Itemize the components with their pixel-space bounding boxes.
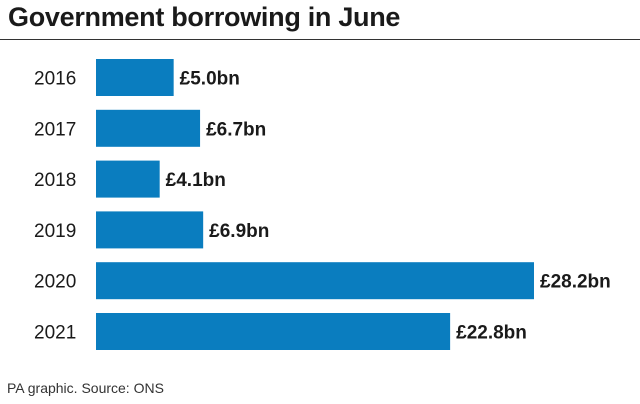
category-label-2021: 2021	[34, 323, 76, 344]
bar-2021	[96, 313, 451, 350]
bar-chart: 2016 £5.0bn 2017 £6.7bn 2018 £4.1bn 2019 £6.9bn…	[34, 59, 611, 350]
value-label-2017: £6.7bn	[206, 119, 266, 140]
bar-2018	[96, 160, 160, 198]
title-divider	[0, 39, 640, 40]
value-label-2021: £22.8bn	[456, 323, 527, 344]
source-note: PA graphic. Source: ONS	[7, 380, 164, 396]
bars-layer: 2016 £5.0bn 2017 £6.7bn 2018 £4.1bn 2019 £6.9bn…	[34, 59, 611, 350]
value-label-2018: £4.1bn	[166, 170, 226, 191]
bar-2017	[96, 109, 201, 147]
bar-2016	[96, 59, 174, 96]
value-label-2020: £28.2bn	[540, 272, 611, 293]
value-label-2016: £5.0bn	[180, 69, 240, 90]
category-label-2016: 2016	[34, 69, 76, 90]
category-label-2018: 2018	[34, 170, 76, 191]
value-label-2019: £6.9bn	[209, 221, 269, 242]
category-label-2020: 2020	[34, 272, 76, 293]
bar-2019	[96, 211, 204, 249]
bar-2020	[96, 262, 534, 300]
category-label-2019: 2019	[34, 221, 76, 242]
chart-title: Government borrowing in June	[8, 2, 401, 32]
category-label-2017: 2017	[34, 119, 76, 140]
